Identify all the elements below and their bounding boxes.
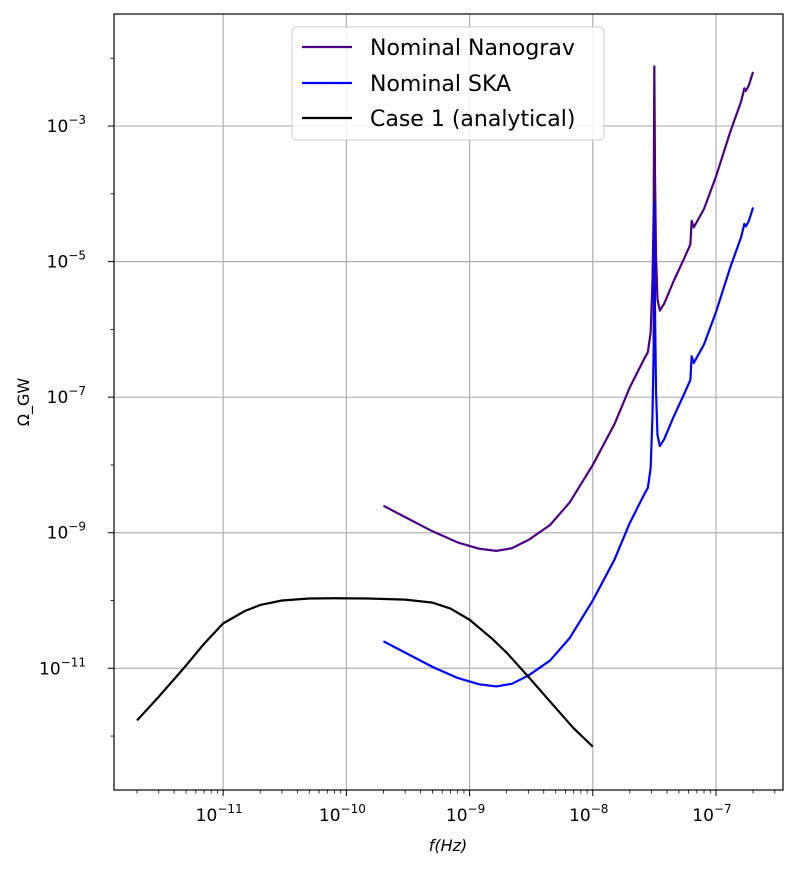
x-axis-label: f(Hz)	[429, 836, 468, 855]
grid	[114, 14, 783, 790]
y-tick-label: 10−7	[47, 384, 86, 408]
y-tick-label: 10−9	[47, 520, 86, 544]
legend-label-case1: Case 1 (analytical)	[370, 107, 575, 132]
x-tick-label: 10−7	[692, 802, 731, 826]
y-axis-label: Ω_GW	[14, 378, 34, 427]
series-group	[136, 65, 755, 748]
series-line-ska	[382, 200, 755, 688]
y-tick-label: 10−11	[39, 655, 86, 679]
legend-box	[291, 26, 605, 141]
series-line-case1	[136, 597, 594, 748]
legend-label-nanograv: Nominal Nanograv	[370, 36, 575, 61]
plot-frame	[113, 13, 784, 791]
x-tick-label: 10−8	[569, 802, 608, 826]
legend: Nominal Nanograv Nominal SKA Case 1 (ana…	[291, 26, 605, 141]
x-tick-label: 10−9	[446, 802, 485, 826]
x-tick-label: 10−11	[196, 802, 243, 826]
legend-label-ska: Nominal SKA	[370, 72, 511, 97]
x-tick-label: 10−10	[319, 802, 366, 826]
y-tick-label: 10−3	[47, 113, 86, 137]
y-tick-label: 10−5	[47, 249, 86, 273]
series-line-nanograv	[382, 65, 755, 552]
y-axis: 10−3 10−5 10−7 10−9 10−11	[39, 57, 114, 737]
x-axis: 10−11 10−10 10−9 10−8 10−7	[136, 790, 776, 826]
